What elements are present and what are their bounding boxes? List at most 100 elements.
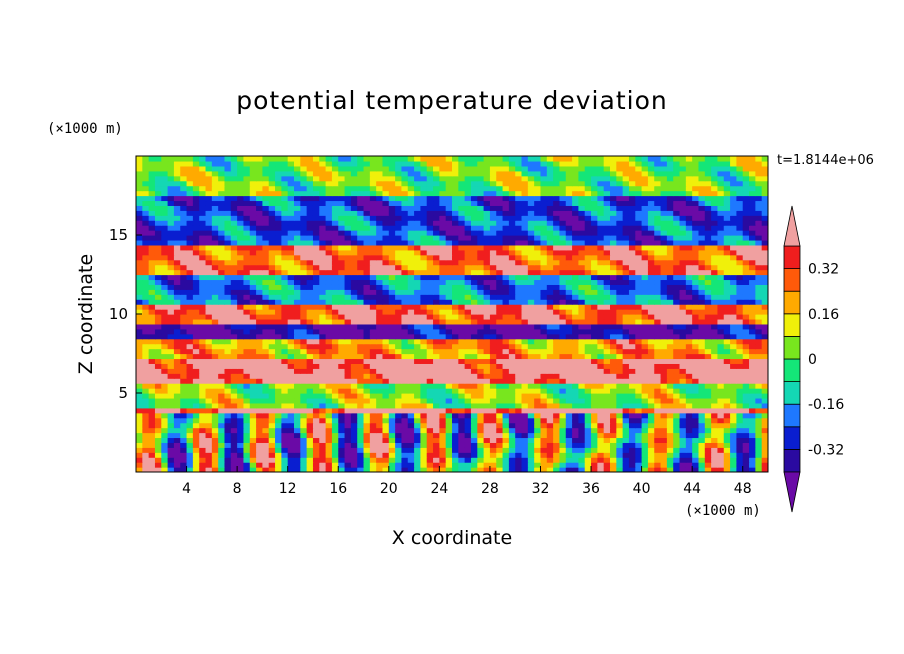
field-cell: [502, 235, 510, 241]
field-cell: [553, 397, 561, 404]
field-cell: [578, 442, 586, 448]
field-cell: [256, 378, 263, 384]
field-cell: [211, 343, 219, 350]
field-cell: [180, 393, 188, 399]
field-cell: [496, 338, 504, 345]
field-cell: [698, 244, 706, 251]
field-cell: [275, 294, 282, 300]
field-cell: [666, 239, 674, 246]
field-cell: [369, 368, 377, 374]
field-cell: [628, 412, 636, 419]
field-cell: [553, 274, 561, 281]
field-cell: [458, 407, 466, 414]
field-cell: [319, 402, 327, 409]
field-cell: [635, 412, 643, 419]
field-cell: [376, 244, 384, 251]
field-cell: [654, 225, 662, 231]
field-cell: [761, 279, 768, 285]
field-cell: [647, 427, 655, 434]
field-cell: [597, 383, 605, 389]
field-cell: [445, 462, 453, 468]
field-cell: [477, 289, 485, 295]
field-cell: [142, 318, 150, 325]
field-cell: [540, 289, 548, 295]
field-cell: [173, 279, 181, 285]
field-cell: [218, 309, 226, 315]
field-cell: [199, 328, 207, 335]
field-cell: [749, 314, 756, 320]
field-cell: [452, 338, 459, 345]
field-cell: [344, 422, 352, 429]
field-cell: [211, 249, 219, 256]
field-cell: [679, 225, 687, 231]
field-cell: [218, 289, 226, 295]
field-cell: [148, 402, 156, 409]
field-cell: [546, 333, 554, 340]
field-cell: [249, 279, 257, 285]
field-cell: [755, 343, 763, 350]
field-cell: [192, 299, 200, 305]
field-cell: [584, 447, 592, 453]
field-cell: [515, 264, 523, 271]
field-cell: [572, 269, 579, 276]
field-cell: [464, 269, 472, 276]
field-cell: [685, 343, 693, 350]
field-cell: [685, 442, 693, 448]
field-cell: [565, 343, 573, 350]
field-cell: [331, 333, 339, 340]
field-cell: [477, 235, 485, 241]
field-cell: [224, 353, 232, 360]
field-cell: [243, 397, 251, 404]
field-cell: [527, 299, 535, 305]
field-cell: [420, 299, 428, 305]
field-cell: [521, 397, 529, 404]
field-cell: [521, 388, 529, 394]
field-cell: [439, 457, 447, 463]
field-cell: [515, 279, 523, 285]
field-cell: [477, 457, 485, 463]
field-cell: [281, 378, 289, 384]
field-cell: [515, 388, 523, 394]
field-cell: [173, 309, 181, 315]
field-cell: [268, 323, 276, 330]
field-cell: [546, 239, 554, 246]
field-cell: [540, 442, 548, 448]
field-cell: [319, 447, 327, 453]
field-cell: [489, 457, 497, 463]
field-cell: [489, 402, 497, 409]
field-cell: [477, 249, 485, 256]
field-cell: [477, 368, 485, 374]
field-cell: [167, 343, 175, 350]
field-cell: [610, 235, 617, 241]
field-cell: [230, 373, 238, 379]
field-cell: [679, 239, 687, 246]
field-cell: [186, 225, 194, 231]
field-cell: [376, 358, 384, 364]
field-cell: [698, 269, 706, 276]
field-cell: [553, 299, 561, 305]
field-cell: [711, 333, 719, 340]
field-cell: [477, 328, 485, 335]
field-cell: [489, 333, 497, 340]
field-cell: [584, 467, 592, 472]
field-cell: [584, 348, 592, 355]
field-cell: [616, 239, 624, 246]
field-cell: [344, 393, 352, 399]
field-cell: [546, 442, 554, 448]
field-cell: [382, 294, 390, 300]
field-cell: [452, 442, 459, 448]
field-cell: [388, 402, 396, 409]
field-cell: [635, 254, 643, 261]
field-cell: [685, 328, 693, 335]
field-cell: [161, 432, 169, 439]
field-cell: [142, 343, 150, 350]
field-cell: [306, 309, 314, 315]
field-cell: [363, 230, 371, 236]
field-cell: [395, 447, 403, 453]
field-cell: [186, 279, 194, 285]
field-cell: [426, 412, 434, 419]
field-cell: [736, 412, 744, 419]
field-cell: [477, 348, 485, 355]
field-cell: [464, 333, 472, 340]
field-cell: [376, 318, 384, 325]
